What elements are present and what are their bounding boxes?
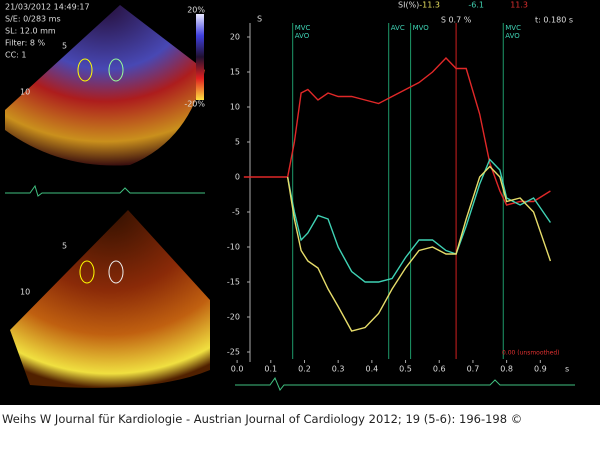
event-label: AVO bbox=[295, 32, 310, 40]
x-tick-label: 0.7 bbox=[467, 365, 480, 374]
y-tick-label: -20 bbox=[227, 313, 240, 322]
depth: 5 bbox=[62, 42, 67, 51]
scale-max: 20% bbox=[187, 6, 205, 15]
parameter: Filter: 8 % bbox=[5, 39, 46, 48]
screen: 21/03/2012 14:49:17 20% -20% 5 10 5 10 S… bbox=[0, 0, 600, 405]
event-label: MVC bbox=[505, 24, 521, 32]
bmode-sector bbox=[10, 210, 210, 388]
event-label: AVO bbox=[505, 32, 520, 40]
x-tick-label: 0.0 bbox=[231, 365, 244, 374]
y-tick-label: -15 bbox=[227, 278, 240, 287]
ecg-trace bbox=[235, 376, 575, 391]
doppler-sector bbox=[5, 5, 205, 166]
roi bbox=[77, 58, 93, 82]
y-tick-label: 15 bbox=[230, 68, 240, 77]
y-tick-label: 5 bbox=[235, 138, 240, 147]
depth: 10 bbox=[20, 88, 30, 97]
x-tick-label: 0.1 bbox=[264, 365, 277, 374]
roi bbox=[108, 58, 124, 82]
y-tick-label: -25 bbox=[227, 348, 240, 357]
cursor-time: t: 0.180 s bbox=[535, 16, 573, 25]
x-axis-label: s bbox=[565, 365, 569, 374]
parameter: SL: 12.0 mm bbox=[5, 27, 56, 36]
x-tick-label: 0.9 bbox=[534, 365, 547, 374]
timestamp: 21/03/2012 14:49:17 bbox=[5, 3, 90, 12]
x-tick-label: 0.2 bbox=[298, 365, 311, 374]
y-tick-label: -10 bbox=[227, 243, 240, 252]
parameter: CC: 1 bbox=[5, 51, 27, 60]
y-axis-label: S bbox=[257, 15, 262, 24]
y-tick-label: -5 bbox=[232, 208, 240, 217]
smoothing-label: 0.00 (unsmoothed) bbox=[502, 350, 560, 357]
color-scale bbox=[196, 14, 204, 100]
scale-min: -20% bbox=[184, 100, 205, 109]
y-tick-label: 20 bbox=[230, 33, 240, 42]
si-value: 11.3 bbox=[510, 1, 528, 10]
ecg-trace bbox=[5, 184, 205, 197]
y-tick-label: 0 bbox=[235, 173, 240, 182]
parameter: S/E: 0/283 ms bbox=[5, 15, 61, 24]
strain-curve bbox=[286, 158, 551, 283]
x-tick-label: 0.8 bbox=[500, 365, 513, 374]
x-tick-label: 0.5 bbox=[399, 365, 412, 374]
cursor-label: S 0.7 % bbox=[441, 16, 472, 25]
roi bbox=[108, 260, 124, 284]
depth: 5 bbox=[62, 242, 67, 251]
caption: Weihs W Journal für Kardiologie - Austri… bbox=[2, 412, 523, 426]
depth: 10 bbox=[20, 288, 30, 297]
strain-curve bbox=[286, 165, 552, 332]
x-tick-label: 0.4 bbox=[365, 365, 378, 374]
event-label: AVC bbox=[391, 24, 405, 32]
x-tick-label: 0.3 bbox=[332, 365, 345, 374]
y-tick-label: 10 bbox=[230, 103, 240, 112]
si-label: SI(%) bbox=[398, 1, 419, 10]
roi bbox=[79, 260, 95, 284]
si-value: -11.3 bbox=[419, 1, 440, 10]
si-value: -6.1 bbox=[468, 1, 484, 10]
strain-curve bbox=[243, 56, 551, 206]
graph-panel bbox=[225, 0, 600, 405]
event-label: MVO bbox=[413, 24, 430, 32]
x-tick-label: 0.6 bbox=[433, 365, 446, 374]
event-label: MVC bbox=[295, 24, 311, 32]
